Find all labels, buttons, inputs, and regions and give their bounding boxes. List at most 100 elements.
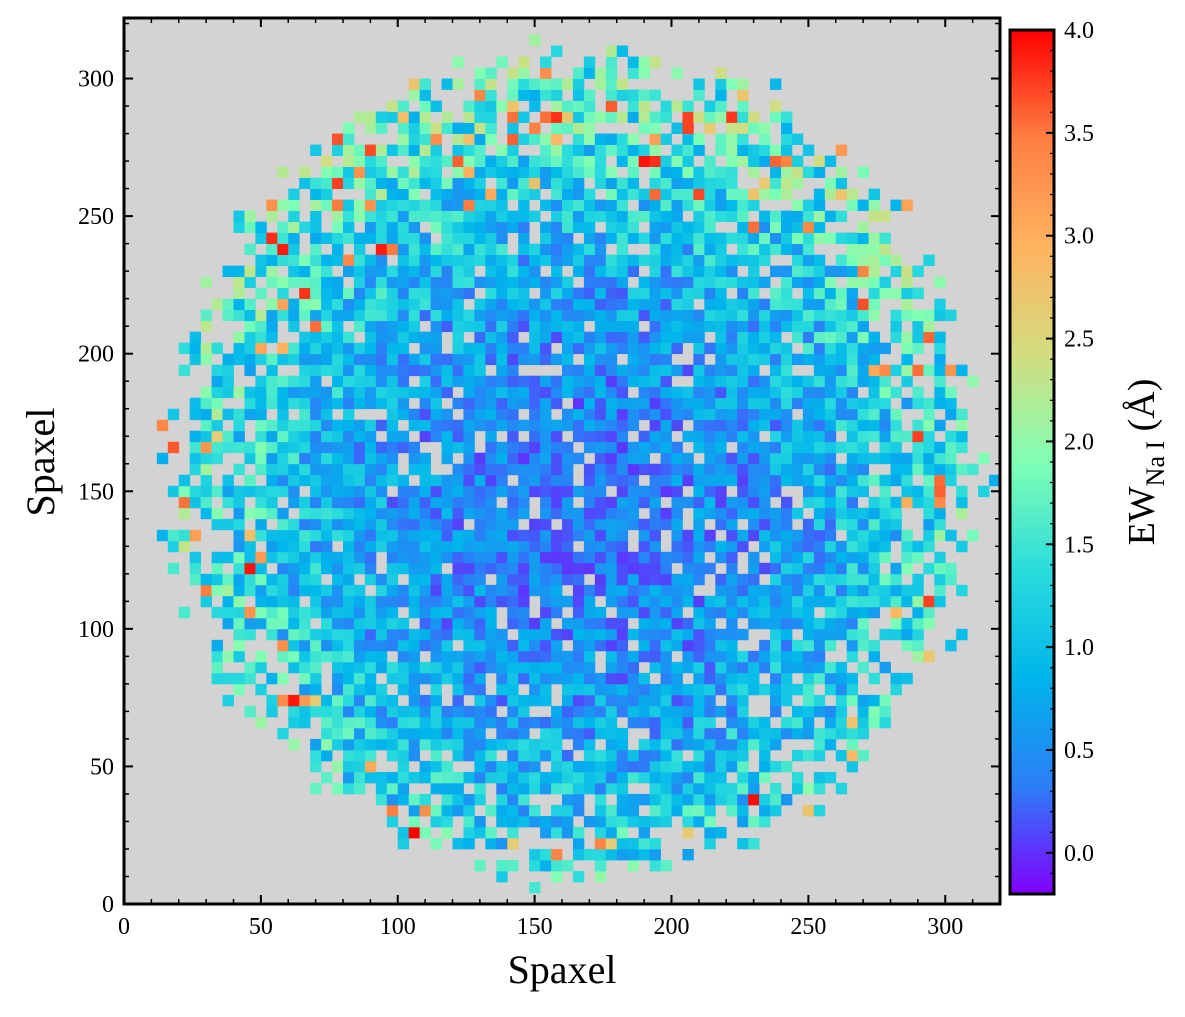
heatmap-cell xyxy=(572,177,585,189)
heatmap-cell xyxy=(321,353,333,366)
heatmap-cell xyxy=(857,463,869,476)
heatmap-cell xyxy=(408,485,421,498)
heatmap-cell xyxy=(496,595,508,608)
heatmap-cell xyxy=(912,628,924,641)
heatmap-cell xyxy=(737,727,749,740)
heatmap-cell xyxy=(594,705,607,718)
heatmap-cell xyxy=(408,507,421,520)
heatmap-cell xyxy=(474,397,486,410)
heatmap-cell xyxy=(266,441,278,454)
heatmap-cell xyxy=(704,661,716,674)
heatmap-cell xyxy=(551,276,563,289)
heatmap-cell xyxy=(671,771,683,784)
heatmap-cell xyxy=(310,177,322,189)
heatmap-cell xyxy=(540,749,552,762)
heatmap-cell xyxy=(857,551,869,564)
heatmap-cell xyxy=(583,815,596,828)
heatmap-cell xyxy=(386,617,399,630)
heatmap-cell xyxy=(824,353,837,366)
heatmap-cell xyxy=(748,584,760,597)
heatmap-cell xyxy=(638,529,650,542)
heatmap-cell xyxy=(529,353,541,366)
heatmap-cell xyxy=(518,529,530,542)
heatmap-cell xyxy=(857,617,869,630)
x-tick-label: 300 xyxy=(927,914,963,940)
heatmap-cell xyxy=(802,804,815,817)
heatmap-cell xyxy=(375,694,388,707)
heatmap-cell xyxy=(266,595,278,608)
heatmap-cell xyxy=(211,375,223,388)
heatmap-cell xyxy=(288,584,300,597)
heatmap-cell xyxy=(770,463,782,476)
heatmap-cell xyxy=(748,199,760,212)
heatmap-cell xyxy=(551,199,563,212)
heatmap-cell xyxy=(572,320,585,333)
heatmap-cell xyxy=(704,815,716,828)
heatmap-cell xyxy=(923,419,935,432)
heatmap-cell xyxy=(748,595,760,608)
heatmap-cell xyxy=(813,507,826,520)
heatmap-cell xyxy=(211,562,223,575)
heatmap-cell xyxy=(496,870,508,883)
heatmap-cell xyxy=(222,474,234,487)
heatmap-cell xyxy=(759,452,771,465)
heatmap-cell xyxy=(343,210,355,223)
heatmap-cell xyxy=(343,463,355,476)
heatmap-cell xyxy=(529,738,541,751)
heatmap-cell xyxy=(824,386,837,399)
heatmap-cell xyxy=(343,672,355,685)
heatmap-cell xyxy=(441,760,453,773)
heatmap-cell xyxy=(562,683,574,696)
heatmap-cell xyxy=(255,320,267,333)
heatmap-cell xyxy=(551,100,563,112)
heatmap-cell xyxy=(638,595,650,608)
heatmap-cell xyxy=(353,397,366,410)
heatmap-cell xyxy=(594,507,607,520)
heatmap-cell xyxy=(583,265,596,278)
heatmap-cell xyxy=(529,166,541,178)
heatmap-cell xyxy=(244,364,256,377)
heatmap-cell xyxy=(463,287,475,300)
heatmap-cell xyxy=(310,375,322,388)
heatmap-cell xyxy=(463,738,475,751)
heatmap-cell xyxy=(430,804,442,817)
heatmap-cell xyxy=(507,518,519,531)
heatmap-cell xyxy=(693,375,705,388)
heatmap-cell xyxy=(857,518,869,531)
heatmap-cell xyxy=(332,639,344,652)
heatmap-cell xyxy=(408,287,421,300)
heatmap-cell xyxy=(332,133,344,145)
heatmap-cell xyxy=(638,232,650,245)
heatmap-cell xyxy=(233,672,245,685)
heatmap-cell xyxy=(671,177,683,189)
heatmap-cell xyxy=(540,485,552,498)
heatmap-cell xyxy=(222,496,234,509)
heatmap-cell xyxy=(408,749,421,762)
heatmap-cell xyxy=(343,496,355,509)
heatmap-cell xyxy=(726,254,738,267)
heatmap-cell xyxy=(332,463,344,476)
heatmap-cell xyxy=(485,485,497,498)
heatmap-cell xyxy=(288,298,300,311)
heatmap-cell xyxy=(868,650,880,663)
heatmap-cell xyxy=(441,551,453,564)
heatmap-cell xyxy=(682,716,694,729)
heatmap-cell xyxy=(594,782,607,795)
heatmap-cell xyxy=(485,826,497,839)
heatmap-cell xyxy=(353,562,366,575)
heatmap-cell xyxy=(233,650,245,663)
heatmap-cell xyxy=(299,716,311,729)
heatmap-cell xyxy=(255,221,267,234)
heatmap-cell xyxy=(813,452,826,465)
heatmap-cell xyxy=(824,375,837,388)
heatmap-cell xyxy=(715,683,727,696)
heatmap-cell xyxy=(529,760,541,773)
heatmap-cell xyxy=(408,111,421,123)
heatmap-cell xyxy=(364,320,377,333)
heatmap-cell xyxy=(737,144,749,156)
heatmap-cell xyxy=(551,452,563,465)
heatmap-cell xyxy=(375,771,388,784)
heatmap-cell xyxy=(638,551,650,564)
heatmap-cell xyxy=(419,111,431,123)
heatmap-cell xyxy=(770,782,782,795)
